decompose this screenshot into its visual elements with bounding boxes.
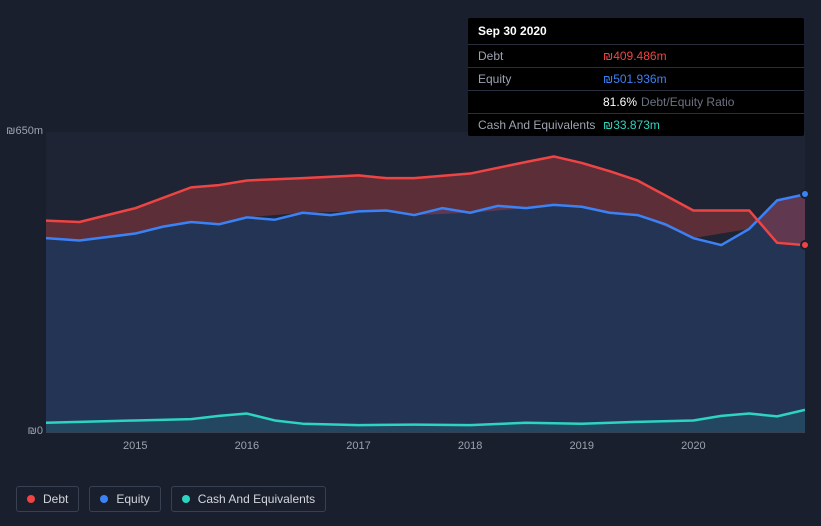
legend-item[interactable]: Cash And Equivalents: [171, 486, 326, 512]
legend-label: Debt: [43, 492, 68, 506]
tooltip-row-value: ₪33.873m: [603, 118, 660, 132]
legend-dot-icon: [100, 495, 108, 503]
x-axis-tick: 2017: [346, 440, 370, 452]
chart-area: ₪650m₪0 201520162017201820192020: [16, 120, 805, 480]
legend-label: Cash And Equivalents: [198, 492, 315, 506]
legend-dot-icon: [182, 495, 190, 503]
series-end-dot: [800, 189, 810, 199]
legend-label: Equity: [116, 492, 149, 506]
chart-plot[interactable]: [46, 132, 805, 432]
legend-dot-icon: [27, 495, 35, 503]
x-axis-tick: 2019: [570, 440, 594, 452]
tooltip-row-extra: Debt/Equity Ratio: [641, 95, 734, 109]
tooltip-row-value: ₪409.486m: [603, 49, 667, 63]
tooltip-row: Equity₪501.936m: [468, 67, 804, 90]
tooltip-row: Debt₪409.486m: [468, 44, 804, 67]
legend-item[interactable]: Equity: [89, 486, 160, 512]
tooltip-row-label: Equity: [478, 72, 603, 86]
chart-legend: Debt Equity Cash And Equivalents: [16, 486, 326, 512]
x-axis-tick: 2015: [123, 440, 147, 452]
tooltip-row-label: Debt: [478, 49, 603, 63]
x-axis-tick: 2020: [681, 440, 705, 452]
tooltip-row-label: Cash And Equivalents: [478, 118, 603, 132]
legend-item[interactable]: Debt: [16, 486, 79, 512]
tooltip-row-value: ₪501.936m: [603, 72, 667, 86]
tooltip-row: 81.6% Debt/Equity Ratio: [468, 90, 804, 113]
y-axis-label: ₪0: [28, 425, 43, 437]
tooltip-row-value: 81.6%: [603, 95, 637, 109]
x-axis: 2015 2016 2017 2018 2019 2020: [46, 440, 805, 460]
series-end-dot: [800, 240, 810, 250]
x-axis-tick: 2016: [235, 440, 259, 452]
tooltip-date: Sep 30 2020: [468, 18, 804, 44]
x-axis-tick: 2018: [458, 440, 482, 452]
y-axis-label: ₪650m: [6, 125, 43, 137]
chart-tooltip: Sep 30 2020 Debt₪409.486mEquity₪501.936m…: [468, 18, 804, 136]
gridline-bottom: [46, 432, 805, 433]
tooltip-row: Cash And Equivalents₪33.873m: [468, 113, 804, 136]
